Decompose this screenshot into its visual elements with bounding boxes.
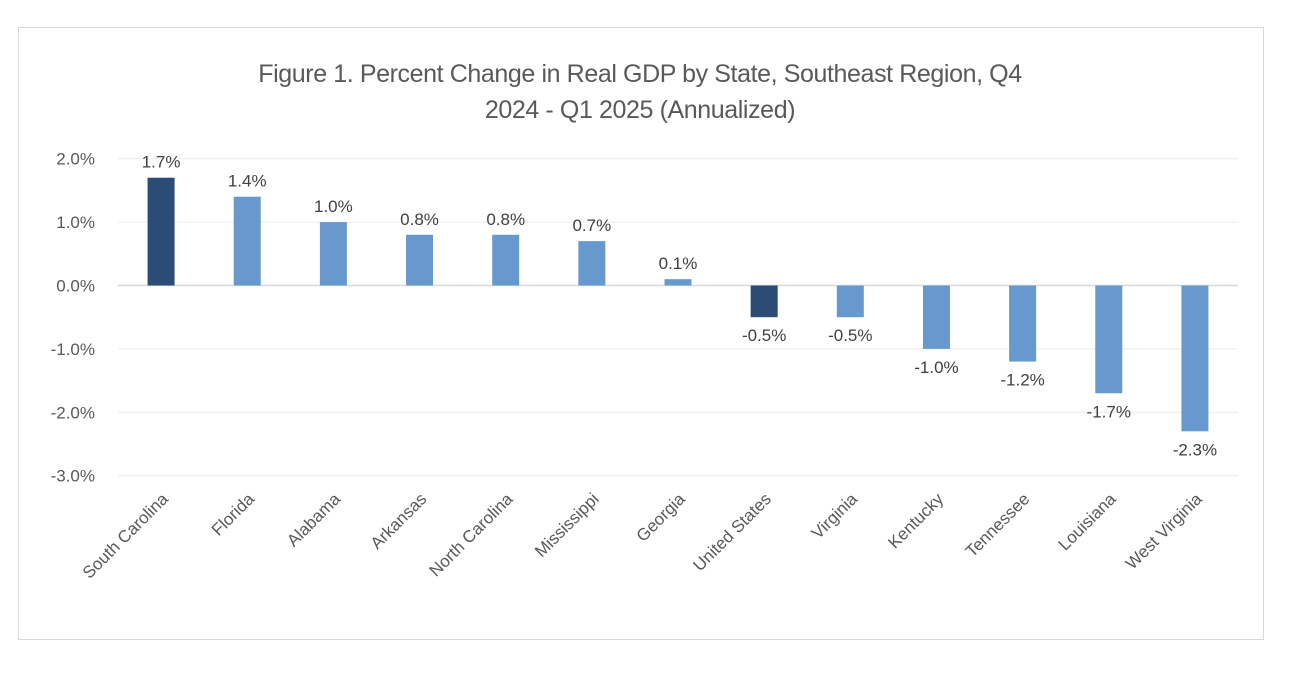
y-tick-label: 1.0% [56, 213, 95, 232]
bar-alabama [319, 222, 347, 286]
bar-arkansas [406, 234, 434, 286]
bar-mississippi [578, 241, 606, 286]
bar-louisiana [1095, 285, 1123, 394]
data-labels: 1.7% 1.4% 1.0% 0.8% 0.8% 0.7% 0.1% -0.5% -0.5% -1… [142, 153, 1217, 460]
x-tick-label: South Carolina [79, 489, 172, 582]
bars [147, 177, 1209, 432]
x-tick-label: Georgia [633, 489, 690, 546]
x-tick-label: Arkansas [367, 489, 431, 553]
x-tick-label: United States [689, 489, 775, 575]
chart-title-line-2: 2024 - Q1 2025 (Annualized) [484, 96, 796, 124]
bar-west-virginia [1181, 285, 1209, 432]
data-label: 1.7% [142, 153, 181, 172]
bar-tennessee [1009, 285, 1037, 362]
bar-florida [233, 196, 261, 286]
y-axis: 2.0% 1.0% 0.0% -1.0% -2.0% -3.0% [51, 150, 95, 486]
x-tick-label: Alabama [283, 489, 344, 550]
x-tick-label: West Virginia [1122, 489, 1206, 573]
chart-title: Figure 1. Percent Change in Real GDP by … [0, 56, 1280, 128]
bar-kentucky [922, 285, 950, 349]
data-label: 0.8% [486, 210, 525, 229]
gridlines [118, 158, 1238, 477]
data-label: 0.7% [572, 216, 611, 235]
bar-united-states [750, 285, 778, 318]
data-label: 0.1% [659, 254, 698, 273]
bar-south-carolina [147, 177, 175, 286]
x-tick-label: Florida [208, 489, 259, 540]
data-label: -1.2% [1000, 371, 1044, 390]
y-tick-label: 0.0% [56, 277, 95, 296]
bar-north-carolina [492, 234, 520, 286]
data-label: -0.5% [742, 326, 786, 345]
x-axis: South Carolina Florida Alabama ArkansasNort… [79, 489, 1206, 582]
y-tick-label: -3.0% [51, 467, 95, 486]
x-tick-label: Mississippi [531, 489, 603, 561]
bar-virginia [836, 285, 864, 318]
chart-title-line-1: Figure 1. Percent Change in Real GDP by … [258, 60, 1022, 88]
x-tick-label: Kentucky [884, 489, 947, 552]
data-label: 1.4% [228, 172, 267, 191]
data-label: -1.0% [914, 358, 958, 377]
x-tick-label: Louisiana [1055, 489, 1120, 554]
data-label: -1.7% [1087, 402, 1131, 421]
data-label: -0.5% [828, 326, 872, 345]
x-tick-label: Tennessee [962, 489, 1034, 561]
data-label: 0.8% [400, 210, 439, 229]
y-tick-label: 2.0% [56, 150, 95, 169]
y-tick-label: -2.0% [51, 403, 95, 422]
data-label: -2.3% [1173, 440, 1217, 459]
data-label: 1.0% [314, 197, 353, 216]
y-tick-label: -1.0% [51, 340, 95, 359]
chart-frame [18, 27, 1264, 640]
x-tick-label: Virginia [808, 489, 862, 543]
bar-georgia [664, 279, 692, 286]
x-tick-label: North Carolina [426, 489, 517, 580]
